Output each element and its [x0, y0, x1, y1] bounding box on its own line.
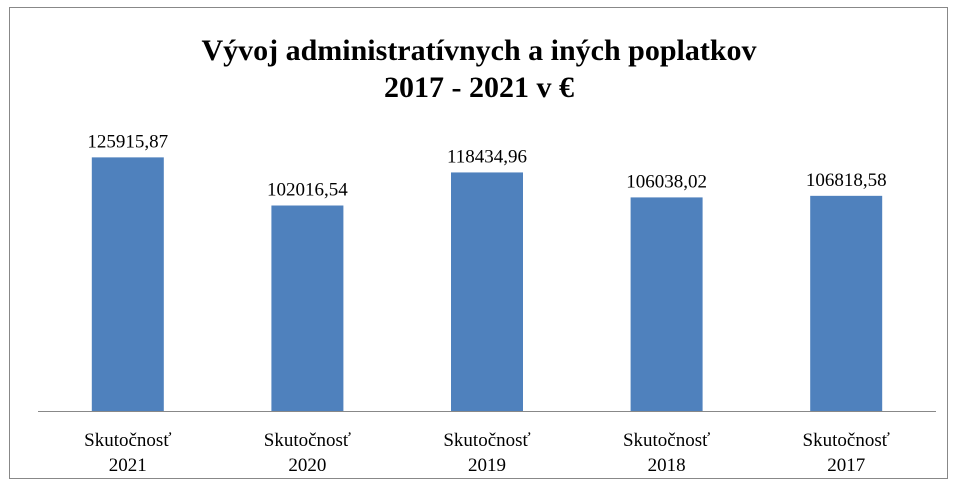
bar: [271, 205, 344, 411]
chart-subtitle: 2017 - 2021 v €: [384, 71, 574, 104]
data-label: 102016,54: [267, 180, 348, 201]
bar: [810, 195, 883, 411]
data-label: 125915,87: [87, 131, 168, 152]
data-label: 106818,58: [806, 170, 887, 191]
x-tick-label: Skutočnosť 2018: [623, 430, 710, 476]
bar: [91, 157, 164, 411]
data-label: 118434,96: [447, 146, 527, 167]
data-label: 106038,02: [626, 171, 707, 192]
x-tick-label: Skutočnosť 2019: [443, 430, 530, 476]
chart-title: Vývoj administratívnych a iných poplatko…: [201, 34, 756, 67]
x-tick-label: Skutočnosť 2017: [803, 430, 890, 476]
bar: [630, 197, 703, 411]
x-tick-label: Skutočnosť 2021: [84, 430, 171, 476]
bar: [451, 172, 523, 411]
x-tick-label: Skutočnosť 2020: [264, 430, 351, 476]
